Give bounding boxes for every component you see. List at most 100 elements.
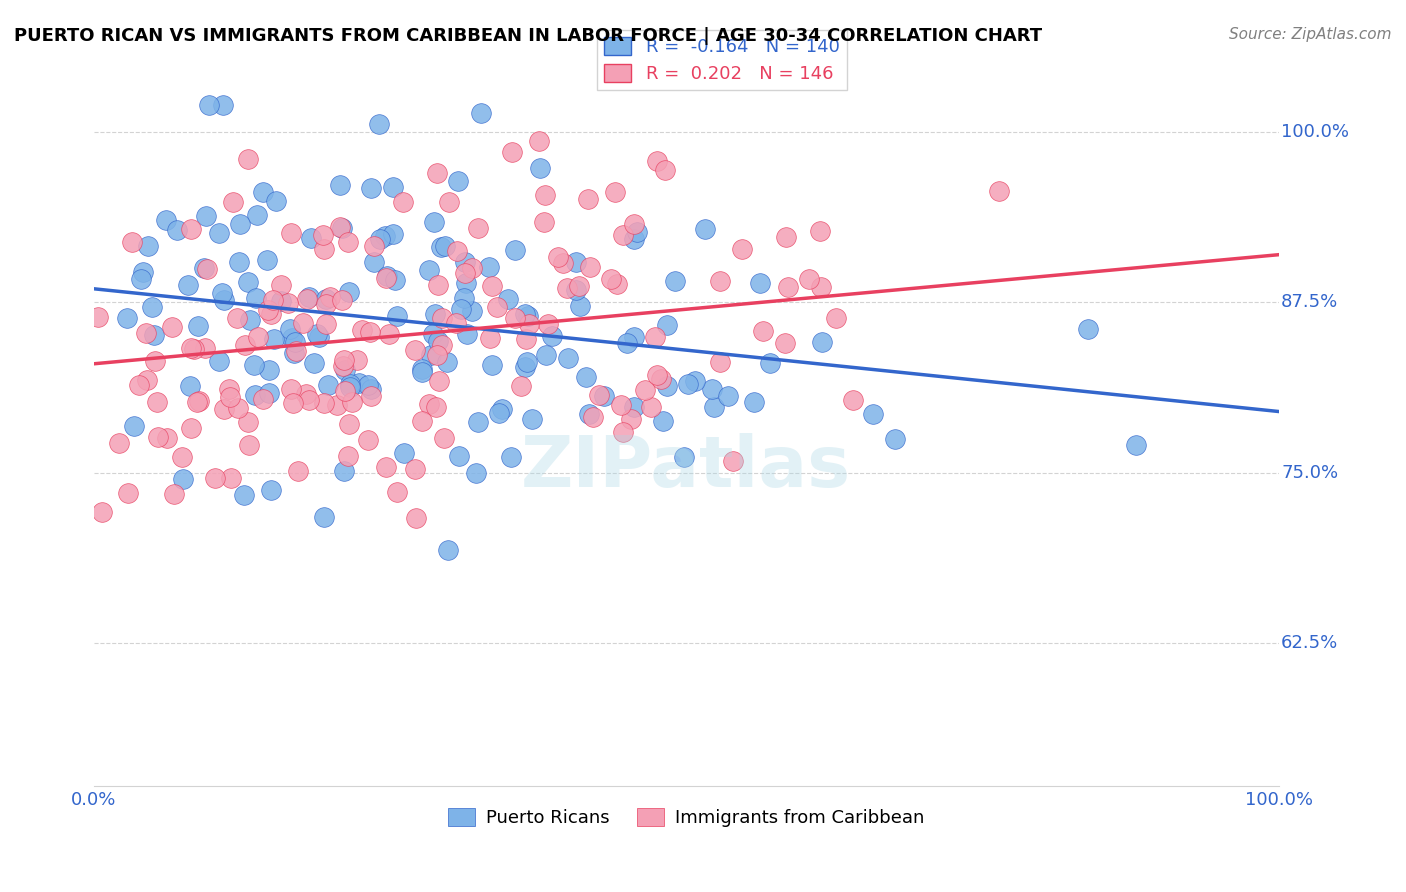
- Point: [467, 415, 489, 429]
- Point: [565, 254, 588, 268]
- Point: [551, 256, 574, 270]
- Point: [797, 272, 820, 286]
- Point: [404, 343, 426, 358]
- Point: [360, 382, 382, 396]
- Point: [488, 406, 510, 420]
- Point: [392, 446, 415, 460]
- Point: [576, 192, 599, 206]
- Point: [360, 389, 382, 403]
- Point: [449, 449, 471, 463]
- Point: [122, 419, 145, 434]
- Point: [773, 336, 796, 351]
- Point: [337, 285, 360, 300]
- Point: [650, 372, 672, 386]
- Point: [330, 221, 353, 235]
- Point: [238, 275, 260, 289]
- Point: [423, 307, 446, 321]
- Point: [239, 313, 262, 327]
- Point: [219, 471, 242, 485]
- Point: [243, 388, 266, 402]
- Point: [121, 235, 143, 249]
- Point: [246, 208, 269, 222]
- Point: [808, 224, 831, 238]
- Point: [775, 230, 797, 244]
- Point: [347, 376, 370, 390]
- Text: 100.0%: 100.0%: [1281, 123, 1348, 141]
- Point: [574, 370, 596, 384]
- Text: Source: ZipAtlas.com: Source: ZipAtlas.com: [1229, 27, 1392, 42]
- Point: [582, 410, 605, 425]
- Point: [238, 438, 260, 452]
- Point: [503, 243, 526, 257]
- Point: [470, 105, 492, 120]
- Point: [456, 327, 478, 342]
- Point: [280, 226, 302, 240]
- Point: [252, 392, 274, 406]
- Point: [339, 377, 361, 392]
- Point: [172, 472, 194, 486]
- Point: [651, 414, 673, 428]
- Point: [454, 255, 477, 269]
- Point: [257, 363, 280, 377]
- Point: [693, 221, 716, 235]
- Point: [180, 420, 202, 434]
- Point: [283, 396, 305, 410]
- Point: [335, 363, 357, 377]
- Point: [381, 227, 404, 241]
- Point: [262, 293, 284, 307]
- Point: [405, 511, 427, 525]
- Point: [453, 291, 475, 305]
- Point: [384, 273, 406, 287]
- Point: [478, 260, 501, 275]
- Point: [335, 384, 357, 399]
- Point: [292, 316, 315, 330]
- Point: [496, 292, 519, 306]
- Point: [187, 318, 209, 333]
- Point: [280, 321, 302, 335]
- Point: [247, 330, 270, 344]
- Point: [427, 278, 450, 293]
- Point: [329, 219, 352, 234]
- Point: [709, 274, 731, 288]
- Point: [374, 229, 396, 244]
- Point: [319, 290, 342, 304]
- Point: [375, 268, 398, 283]
- Point: [623, 400, 645, 414]
- Point: [557, 351, 579, 366]
- Point: [454, 266, 477, 280]
- Point: [555, 281, 578, 295]
- Point: [593, 389, 616, 403]
- Point: [156, 431, 179, 445]
- Point: [433, 239, 456, 253]
- Point: [218, 382, 240, 396]
- Point: [295, 292, 318, 306]
- Point: [283, 346, 305, 360]
- Point: [183, 342, 205, 356]
- Point: [155, 213, 177, 227]
- Point: [229, 217, 252, 231]
- Point: [478, 331, 501, 345]
- Point: [645, 153, 668, 168]
- Point: [759, 356, 782, 370]
- Point: [298, 290, 321, 304]
- Point: [534, 188, 557, 202]
- Point: [315, 292, 337, 306]
- Point: [129, 272, 152, 286]
- Point: [136, 239, 159, 253]
- Point: [195, 209, 218, 223]
- Point: [612, 228, 634, 243]
- Point: [430, 310, 453, 325]
- Point: [180, 341, 202, 355]
- Point: [263, 332, 285, 346]
- Point: [363, 239, 385, 253]
- Point: [534, 348, 557, 362]
- Point: [721, 454, 744, 468]
- Point: [188, 394, 211, 409]
- Point: [579, 260, 602, 274]
- Point: [245, 291, 267, 305]
- Point: [260, 307, 283, 321]
- Point: [717, 389, 740, 403]
- Point: [226, 401, 249, 415]
- Point: [515, 359, 537, 374]
- Point: [411, 365, 433, 379]
